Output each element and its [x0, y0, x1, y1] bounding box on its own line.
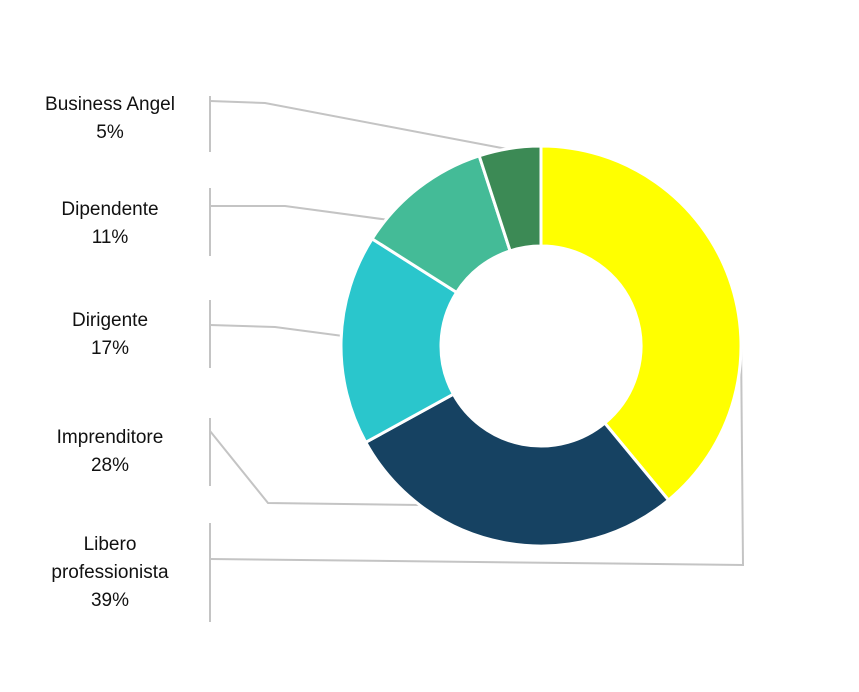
label-libero-professionista-value: 39% [90, 590, 130, 611]
label-business-angel-name: Business Angel [45, 94, 175, 115]
leader-line-imprenditore [209, 430, 421, 506]
label-dipendente: Dipendente 11% [20, 196, 200, 252]
label-libero-professionista: Libero professionista 39% [20, 531, 200, 615]
slice-imprenditore [364, 392, 670, 548]
leader-line-business-angel [209, 100, 508, 150]
label-imprenditore-value: 28% [90, 455, 130, 476]
label-business-angel-value: 5% [96, 122, 124, 143]
label-dirigente: Dirigente 17% [20, 307, 200, 363]
donut-slices [339, 144, 743, 548]
label-dirigente-name: Dirigente [71, 310, 149, 331]
label-dipendente-name: Dipendente [61, 199, 159, 220]
label-business-angel: Business Angel 5% [20, 91, 200, 147]
label-dirigente-value: 17% [90, 338, 130, 359]
leader-line-libero-professionista [209, 339, 745, 567]
leader-line-dipendente [210, 205, 390, 221]
slice-business-angel [477, 144, 543, 253]
leader-lines [209, 96, 745, 622]
label-libero-professionista-line1: Libero [83, 534, 137, 555]
label-dipendente-value: 11% [91, 227, 129, 248]
label-imprenditore: Imprenditore 28% [20, 424, 200, 480]
slice-libero-professionista [539, 144, 743, 502]
slice-dirigente [339, 237, 459, 444]
leader-line-dirigente [209, 324, 344, 337]
label-libero-professionista-line2: professionista [51, 562, 169, 583]
label-imprenditore-name: Imprenditore [56, 427, 164, 448]
